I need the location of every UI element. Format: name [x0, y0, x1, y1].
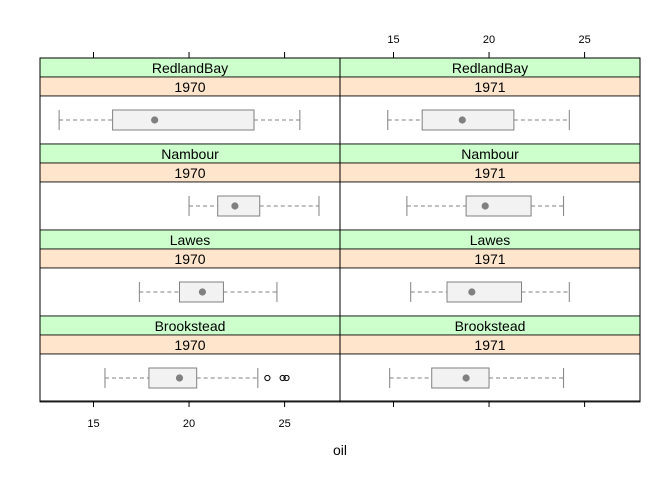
location-strip-label: Nambour — [461, 146, 519, 162]
year-strip-label: 1971 — [474, 337, 505, 353]
box — [446, 281, 523, 303]
year-strip-label: 1971 — [474, 165, 505, 181]
median-dot — [468, 288, 476, 296]
panels-layer: RedlandBay1970RedlandBay1971Nambour1970N… — [39, 57, 641, 403]
axes-layer: 15 15 20 20 25 25 — [39, 34, 641, 430]
panel-redlandbay-1970: RedlandBay 1970 — [39, 57, 341, 145]
panel-lawes-1970: Lawes 1970 — [39, 229, 341, 317]
x-axis-label: oil — [333, 442, 347, 458]
panel-nambour-1971: Nambour 1971 — [339, 143, 641, 231]
panel-nambour-1970: Nambour 1970 — [39, 143, 341, 231]
median-dot — [458, 116, 466, 124]
location-strip-label: Lawes — [170, 232, 210, 248]
panel-brookstead-1971: Brookstead 1971 — [339, 315, 641, 403]
outlier-point — [283, 374, 290, 382]
box — [431, 367, 490, 389]
outlier-point — [264, 374, 271, 382]
median-dot — [151, 116, 159, 124]
median-dot — [198, 288, 207, 296]
x-tick-label: 20 — [183, 418, 195, 430]
location-strip-label: Lawes — [470, 232, 510, 248]
location-strip-label: Brookstead — [155, 318, 226, 334]
box — [148, 367, 198, 389]
year-strip-label: 1971 — [474, 251, 505, 267]
outlier-point — [279, 374, 286, 382]
panel-brookstead-1970: Brookstead 1970 — [39, 315, 341, 403]
box — [421, 109, 515, 131]
location-strip-label: Brookstead — [455, 318, 526, 334]
year-strip-label: 1970 — [174, 337, 205, 353]
median-dot — [462, 374, 470, 382]
x-tick-label: 25 — [278, 418, 290, 430]
year-strip-label: 1970 — [174, 251, 205, 267]
year-strip-label: 1970 — [174, 79, 205, 95]
location-strip-label: RedlandBay — [152, 60, 228, 76]
location-strip-label: Nambour — [161, 146, 219, 162]
location-strip-label: RedlandBay — [452, 60, 528, 76]
panel-redlandbay-1971: RedlandBay 1971 — [339, 57, 641, 145]
median-dot — [231, 202, 239, 210]
x-tick-label: 20 — [483, 34, 495, 46]
x-tick-label: 25 — [578, 34, 590, 46]
box — [112, 109, 255, 131]
x-tick-label: 15 — [387, 34, 399, 46]
panel-lawes-1971: Lawes 1971 — [339, 229, 641, 317]
box — [465, 195, 532, 217]
year-strip-label: 1970 — [174, 165, 205, 181]
x-tick-label: 15 — [87, 418, 99, 430]
median-dot — [481, 202, 489, 210]
year-strip-label: 1971 — [474, 79, 505, 95]
median-dot — [175, 374, 184, 382]
box — [217, 195, 261, 217]
